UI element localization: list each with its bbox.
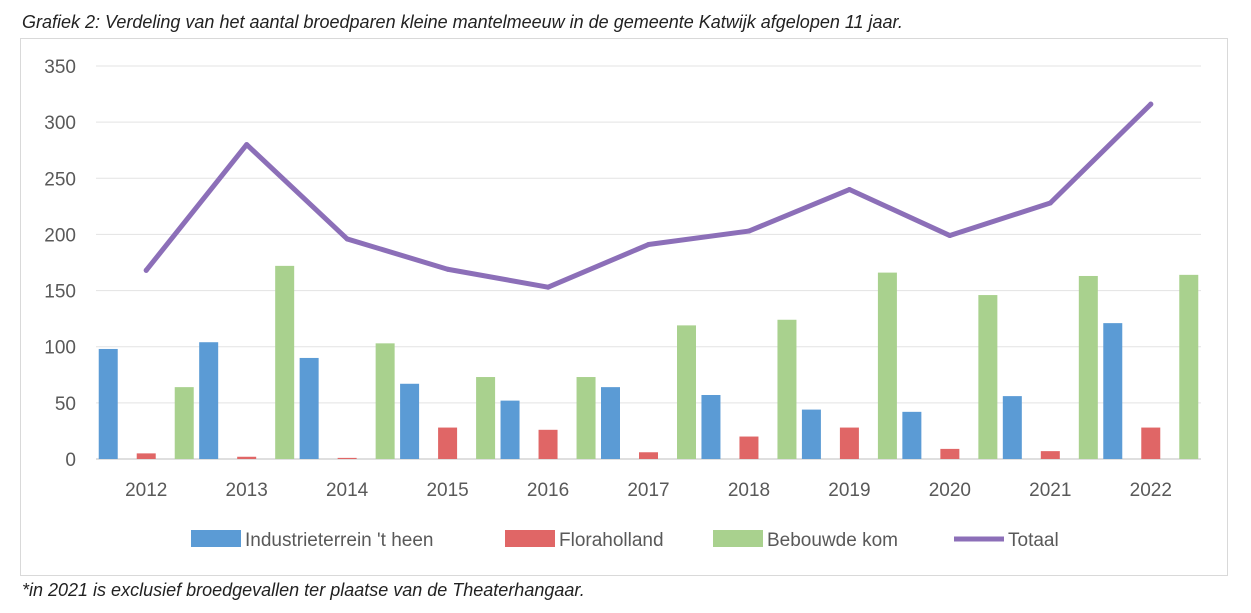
line-point-2014 [344, 236, 350, 242]
chart-footnote: *in 2021 is exclusief broedgevallen ter … [22, 580, 585, 600]
y-axis-ticks: 0 50 100 150 200 250 300 350 [44, 57, 76, 471]
bar-floraholland-2017 [639, 452, 658, 459]
bar-floraholland-2019 [839, 427, 859, 459]
bar-floraholland-2016 [538, 429, 558, 459]
bar-industrieterrein-t-heen-2019 [801, 409, 821, 459]
y-tick-label: 100 [44, 338, 76, 359]
bar-industrieterrein-t-heen-2018 [701, 394, 721, 459]
y-tick-label: 50 [55, 394, 76, 415]
line-point-2021 [1047, 200, 1053, 206]
line-point-2016 [545, 284, 551, 290]
bar-industrieterrein-t-heen-2021 [1002, 396, 1022, 459]
bar-floraholland-2018 [739, 436, 759, 459]
x-tick-label: 2014 [326, 480, 369, 501]
bar-bebouwde-kom-2015 [476, 377, 496, 459]
y-tick-label: 200 [44, 225, 76, 246]
bars [98, 265, 1199, 459]
y-tick-label: 0 [65, 450, 76, 471]
legend: Industrieterrein 't heen Floraholland Bebo… [191, 530, 1059, 551]
x-tick-label: 2021 [1029, 480, 1071, 501]
x-tick-label: 2022 [1130, 480, 1172, 501]
line-series-totaal [143, 101, 1154, 290]
legend-swatch [191, 530, 241, 547]
bar-floraholland-2021 [1040, 451, 1060, 459]
bar-bebouwde-kom-2020 [978, 295, 998, 459]
bar-industrieterrein-t-heen-2016 [500, 400, 520, 459]
bar-industrieterrein-t-heen-2022 [1103, 323, 1123, 459]
bar-floraholland-2015 [438, 427, 458, 459]
bar-bebouwde-kom-2021 [1078, 275, 1098, 459]
chart-frame: 0 50 100 150 200 250 300 350 2012 2013 2014 2015 20… [20, 38, 1228, 576]
line-point-2012 [143, 267, 149, 273]
gridlines [96, 65, 1201, 460]
legend-label: Totaal [1008, 530, 1059, 551]
bar-industrieterrein-t-heen-2013 [199, 342, 219, 459]
x-tick-label: 2015 [426, 480, 468, 501]
bar-floraholland-2013 [237, 456, 257, 459]
bar-industrieterrein-t-heen-2012 [98, 348, 118, 459]
y-tick-label: 300 [44, 113, 76, 134]
bar-bebouwde-kom-2014 [375, 343, 395, 459]
y-tick-label: 250 [44, 169, 76, 190]
line-point-2013 [244, 142, 250, 148]
legend-swatch [713, 530, 763, 547]
bar-floraholland-2022 [1141, 427, 1161, 459]
x-axis-ticks: 2012 2013 2014 2015 2016 2017 2018 2019 2020 2021… [125, 480, 1172, 501]
line-point-2018 [746, 228, 752, 234]
bar-industrieterrein-t-heen-2014 [299, 357, 319, 459]
x-tick-label: 2013 [226, 480, 268, 501]
x-tick-label: 2018 [728, 480, 770, 501]
bar-bebouwde-kom-2019 [877, 272, 897, 459]
bar-industrieterrein-t-heen-2017 [601, 387, 620, 459]
legend-swatch [505, 530, 555, 547]
x-tick-label: 2020 [929, 480, 971, 501]
bar-floraholland-2012 [136, 453, 156, 459]
legend-label: Industrieterrein 't heen [245, 530, 433, 551]
bar-bebouwde-kom-2012 [174, 387, 194, 459]
line-point-2017 [646, 242, 651, 248]
bar-bebouwde-kom-2013 [275, 265, 295, 459]
bar-bebouwde-kom-2022 [1179, 274, 1199, 459]
bar-industrieterrein-t-heen-2015 [400, 383, 420, 459]
y-tick-label: 150 [44, 282, 76, 303]
chart-caption: Grafiek 2: Verdeling van het aantal broe… [22, 12, 903, 32]
bar-industrieterrein-t-heen-2020 [902, 411, 922, 459]
x-tick-label: 2012 [125, 480, 167, 501]
bar-bebouwde-kom-2016 [576, 377, 596, 459]
legend-label: Bebouwde kom [767, 530, 898, 551]
x-tick-label: 2017 [627, 480, 669, 501]
x-tick-label: 2019 [828, 480, 870, 501]
x-tick-label: 2016 [527, 480, 569, 501]
legend-label: Floraholland [559, 530, 664, 551]
bar-floraholland-2020 [940, 448, 960, 459]
line-point-2015 [445, 266, 451, 272]
y-tick-label: 350 [44, 57, 76, 78]
line-point-2020 [947, 233, 953, 239]
total-line [143, 101, 1154, 290]
bar-floraholland-2014 [337, 457, 357, 459]
line-point-2022 [1148, 101, 1154, 107]
line-point-2019 [846, 187, 852, 193]
bar-bebouwde-kom-2018 [777, 319, 797, 459]
bar-bebouwde-kom-2017 [677, 325, 696, 459]
